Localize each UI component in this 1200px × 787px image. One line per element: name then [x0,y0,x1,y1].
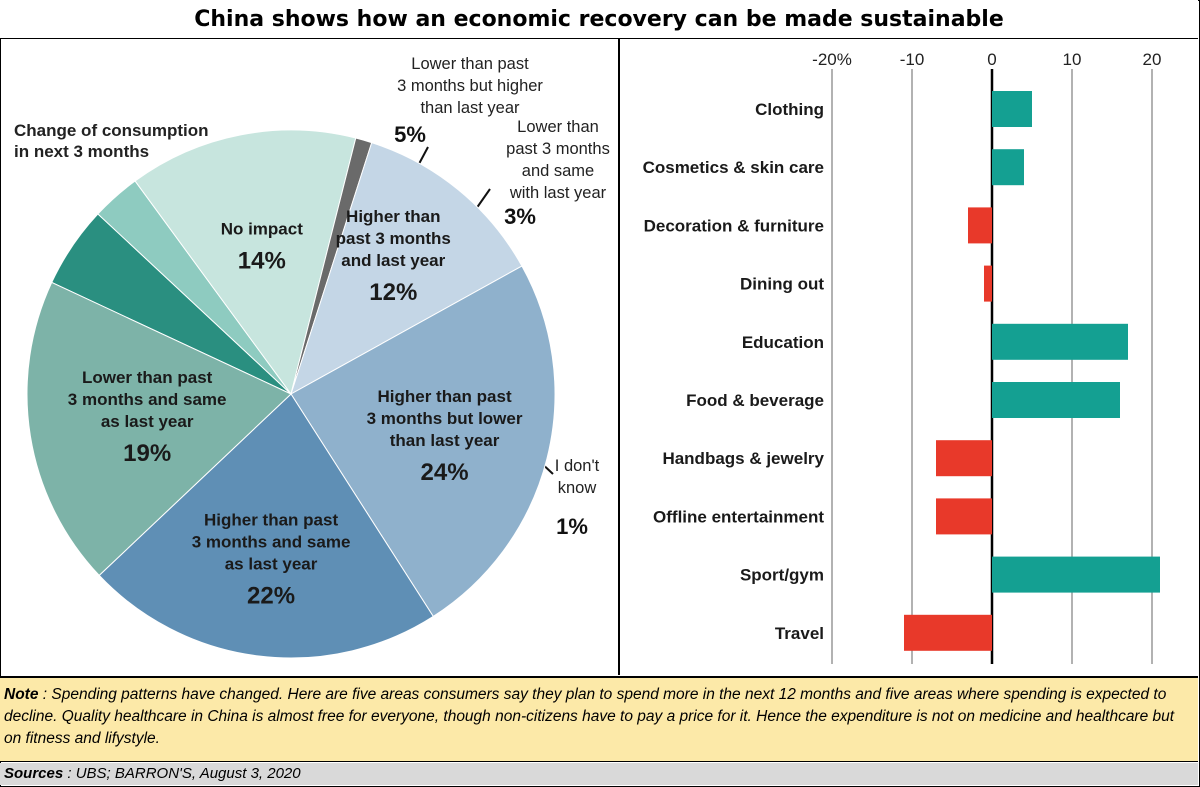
bar [936,440,992,477]
bar-category-label: Clothing [755,100,824,119]
pie-slice [290,142,523,396]
bar-category-label: Food & beverage [686,391,824,410]
pie-chart-panel: Change of consumption in next 3 months Low… [0,39,620,675]
bar [904,614,992,651]
pie-slice-label: 3 months but higher [397,77,543,95]
x-tick-label: 10 [1063,50,1082,69]
x-tick-label: -20% [812,50,852,69]
pie-slice-label: Lower than [517,118,599,136]
pie-title-line: in next 3 months [14,142,149,161]
bar-category-label: Offline entertainment [653,507,824,526]
figure-title: China shows how an economic recovery can… [0,0,1198,39]
pie-slice-label: with last year [509,184,607,202]
pie-slice-label: Higher than past [377,387,511,406]
bar-chart-panel: -20% -10 0 10 20 Clothing Cosmetics & skin car… [620,39,1198,675]
pie-slice-value: 5% [394,122,426,147]
pie-slice-label: Higher than past [204,510,338,529]
bar [992,556,1160,593]
pie-slice-label: 3 months and same [68,390,227,409]
pie-slice-label: 3 months and same [192,532,351,551]
bar [936,498,992,535]
x-tick-label: 20 [1143,50,1162,69]
pie-chart: Change of consumption in next 3 months Low… [14,55,610,659]
note-box: Note : Spending patterns have changed. H… [0,676,1198,762]
pie-slice-label: than last year [390,431,500,450]
bar-category-label: Handbags & jewelry [662,449,824,468]
bar-category-label: Dining out [740,275,824,294]
pie-slice-label: past 3 months [336,229,451,248]
pie-slice-label: Lower than past [82,368,213,387]
pie-title-line: Change of consumption [14,121,209,140]
pie-slice-value: 19% [123,440,171,467]
bar-category-label: Decoration & furniture [644,216,824,235]
pie-slice [134,129,357,396]
bar-category-label: Sport/gym [740,566,824,585]
sources-box: Sources : UBS; BARRON'S, August 3, 2020 [0,763,1198,785]
bar-category-label: Travel [775,624,824,643]
pie-slice-label: than last year [420,99,520,117]
pie-slice-label: know [558,479,597,497]
bar [968,207,992,244]
pie-slice-label: past 3 months [506,140,610,158]
note-label: Note [4,686,39,703]
pie-slice-value: 14% [238,248,286,275]
bar [992,91,1032,127]
pie-slice-label: I don't [555,457,600,475]
x-tick-label: 0 [987,50,996,69]
x-tick-label: -10 [900,50,925,69]
bar [992,323,1128,360]
bar [992,382,1120,418]
pie-slice-label: Lower than past [411,55,529,73]
sources-label: Sources [4,765,64,782]
bar [992,149,1024,186]
bar-chart: -20% -10 0 10 20 Clothing Cosmetics & skin car… [643,50,1162,664]
pie-slice-value: 1% [556,514,588,539]
pie-slice [26,281,292,577]
pie-slice-label: and last year [341,251,445,270]
pie-slice-label: and same [522,162,594,180]
pie-slice-label: 3 months but lower [367,409,523,428]
pie-slice-label: Higher than [346,207,440,226]
pie-slice-value: 12% [369,279,417,306]
pie-slice [98,393,434,659]
bar-category-label: Education [742,333,824,352]
bar-category-label: Cosmetics & skin care [643,158,824,177]
pie-slice [290,265,556,618]
pie-slice-label: No impact [221,220,304,239]
sources-text: : UBS; BARRON'S, August 3, 2020 [63,765,301,782]
pie-slice-label: as last year [101,412,194,431]
pie-slice-label: as last year [225,554,318,573]
bar [984,265,992,302]
pie-slice-value: 22% [247,582,295,609]
note-text: : Spending patterns have changed. Here a… [4,686,1175,747]
pie-slice-value: 24% [421,459,469,486]
pie-slice-value: 3% [504,204,536,229]
